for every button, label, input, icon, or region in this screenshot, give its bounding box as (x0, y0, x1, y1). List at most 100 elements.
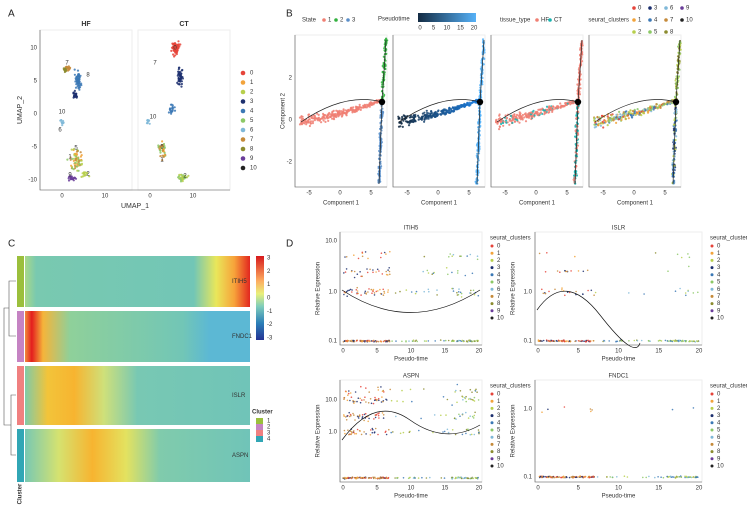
legend-key (240, 70, 246, 76)
cell-dot (368, 288, 370, 290)
cell-dot (352, 109, 355, 112)
cell-dot (518, 116, 521, 119)
cell-dot (383, 340, 386, 342)
cell-dot (511, 117, 514, 120)
cluster-label: 6 (58, 128, 62, 134)
cell-dot (66, 158, 69, 161)
cell-dot (369, 434, 372, 436)
cell-dot (66, 66, 69, 69)
cell-dot (371, 427, 374, 430)
cell-dot (352, 412, 354, 415)
cell-dot (476, 391, 478, 394)
cell-dot (399, 290, 401, 293)
cell-dot (300, 115, 303, 118)
cell-dot (423, 255, 426, 258)
cell-dot (375, 340, 378, 343)
axis-title: UMAP_1 (121, 203, 149, 210)
cell-dot (355, 340, 358, 342)
cell-dot (422, 270, 425, 273)
cell-dot (307, 113, 310, 116)
cell-dot (476, 340, 479, 343)
cell-dot (631, 116, 634, 119)
cell-dot (615, 116, 618, 119)
cell-dot (414, 292, 417, 295)
cell-dot (621, 113, 624, 117)
cell-dot (68, 67, 71, 70)
legend-label: 5 (497, 280, 501, 286)
cell-dot (346, 399, 349, 402)
cell-dot (163, 154, 166, 157)
legend-key (490, 273, 494, 277)
cell-dot (648, 107, 651, 110)
cell-dot (470, 289, 472, 292)
cell-dot (370, 340, 373, 342)
cell-dot (382, 414, 385, 416)
legend-label: 2 (340, 18, 344, 24)
cell-dot (612, 119, 615, 122)
cell-dot (640, 114, 643, 117)
cell-dot (616, 476, 618, 478)
cell-dot (426, 115, 429, 118)
cell-dot (577, 133, 580, 136)
cell-dot (688, 256, 691, 259)
branch-node (672, 98, 680, 106)
cell-dot (384, 477, 387, 479)
y-tick-label: 2 (289, 76, 293, 82)
cell-dot (378, 399, 380, 402)
cell-dot (380, 85, 383, 88)
cell-dot (158, 149, 161, 152)
legend-key (680, 18, 684, 22)
cell-dot (479, 124, 482, 128)
legend-key (490, 316, 494, 320)
cell-dot (378, 417, 380, 419)
axis (588, 35, 681, 188)
cell-dot (554, 107, 557, 110)
cell-dot (177, 176, 180, 179)
x-tick-label: 0 (534, 191, 538, 197)
cell-dot (401, 340, 403, 343)
cell-dot (64, 68, 67, 71)
cell-dot (609, 116, 612, 120)
x-tick-label: 5 (375, 349, 379, 355)
legend-key (334, 18, 338, 22)
legend-title: seurat_clusters (710, 236, 747, 242)
cell-dot (546, 252, 548, 254)
legend-label: 6 (250, 128, 254, 134)
legend-label: 1 (497, 251, 501, 257)
cell-dot (669, 102, 672, 105)
cell-dot (573, 174, 576, 177)
cell-dot (541, 288, 543, 291)
cell-dot (358, 430, 361, 432)
cluster-label: 0 (173, 46, 177, 52)
cell-dot (382, 400, 384, 403)
colorbar-tick: -2 (267, 322, 273, 328)
x-tick-label: 5 (369, 191, 373, 197)
cell-dot (498, 117, 502, 120)
cell-dot (445, 414, 447, 416)
cell-dot (560, 104, 563, 107)
cell-dot (383, 292, 386, 294)
cell-dot (387, 340, 390, 342)
cell-dot (182, 174, 185, 177)
cell-dot (660, 476, 662, 479)
colorbar-tick: 2 (267, 269, 271, 275)
cell-dot (77, 169, 80, 172)
cell-dot (186, 176, 189, 179)
cell-dot (564, 103, 568, 106)
cluster-label: 1 (160, 158, 164, 164)
legend-key (710, 258, 714, 262)
cell-dot (475, 101, 478, 104)
cell-dot (680, 256, 683, 259)
legend-key (240, 156, 246, 161)
cell-dot (349, 399, 351, 402)
cell-dot (505, 116, 509, 119)
cell-dot (498, 125, 501, 128)
cell-dot (472, 477, 475, 480)
cell-dot (343, 272, 345, 274)
cell-dot (331, 117, 334, 120)
cell-dot (368, 340, 371, 343)
heatmap-row (25, 429, 250, 482)
cell-dot (483, 51, 486, 54)
cell-dot (362, 476, 364, 479)
cell-dot (177, 73, 180, 76)
